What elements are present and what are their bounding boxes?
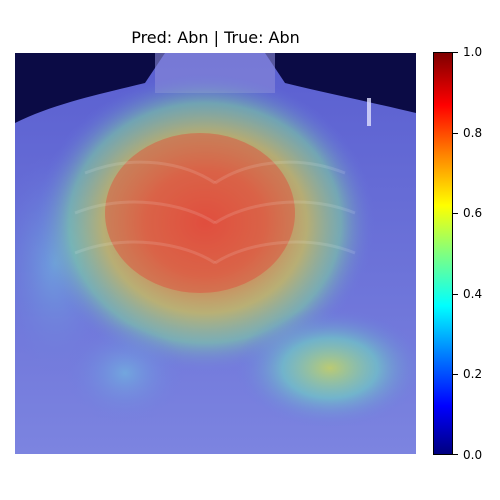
colorbar-tick	[453, 374, 458, 375]
colorbar-tick	[453, 454, 458, 455]
colorbar-tick	[453, 294, 458, 295]
chest-xray-heatmap-overlay	[15, 53, 416, 454]
colorbar-tick	[453, 52, 458, 53]
colorbar-tick-label: 0.6	[463, 207, 482, 219]
colorbar-tick-label: 0.8	[463, 127, 482, 139]
colorbar-tick-label: 0.0	[463, 449, 482, 461]
colorbar-tick-label: 1.0	[463, 46, 482, 58]
figure-title: Pred: Abn | True: Abn	[15, 28, 416, 47]
colorbar	[433, 52, 453, 455]
colorbar-tick-label: 0.4	[463, 288, 482, 300]
colorbar-tick	[453, 213, 458, 214]
colorbar-tick	[453, 133, 458, 134]
heatmap-image-panel	[15, 53, 416, 454]
colorbar-tick-label: 0.2	[463, 368, 482, 380]
